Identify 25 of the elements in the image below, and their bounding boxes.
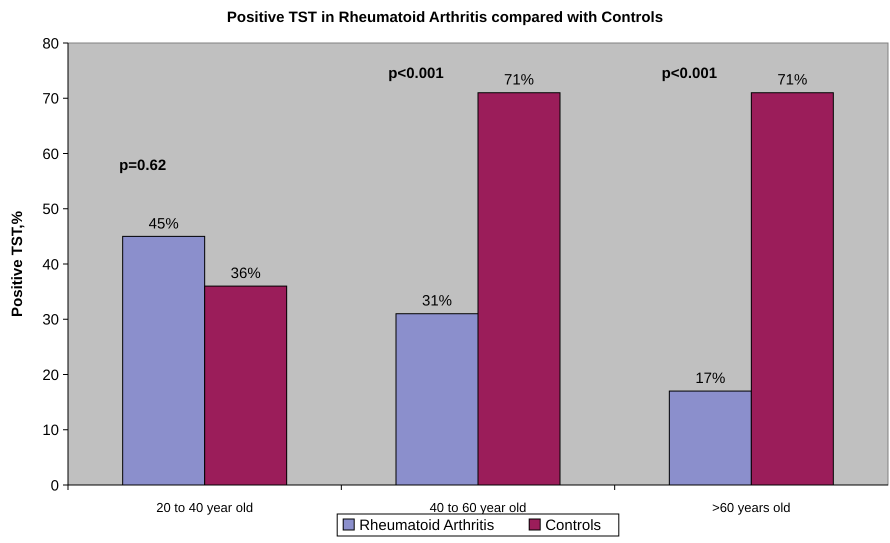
x-tick-label: 40 to 60 year old [430,500,526,515]
y-axis-title: Positive TST,% [9,211,26,317]
legend-label: Rheumatoid Arthritis [359,517,494,534]
annotation: p<0.001 [662,65,718,82]
annotation: p<0.001 [388,65,444,82]
y-tick-label: 70 [42,90,59,108]
data-label: 17% [695,370,726,388]
data-label: 31% [422,292,452,310]
y-tick-label: 80 [42,35,59,52]
data-label: 71% [777,72,808,89]
y-tick-label: 10 [42,422,59,439]
x-tick-label: >60 years old [712,500,791,515]
y-tick-label: 20 [42,366,59,384]
legend-label: Controls [545,517,602,534]
data-label: 45% [148,215,179,232]
y-tick-label: 40 [42,256,59,274]
data-label: 71% [504,72,534,89]
chart-title: Positive TST in Rheumatoid Arthritis compared with Controls [226,9,664,26]
y-tick-label: 30 [42,312,59,328]
annotation: p=0.62 [119,157,166,174]
y-tick-label: 50 [42,201,59,218]
x-tick-label: 20 to 40 year old [156,500,254,515]
data-label: 36% [230,265,261,282]
y-tick-label: 60 [42,146,59,163]
y-tick-label: 0 [50,477,59,494]
